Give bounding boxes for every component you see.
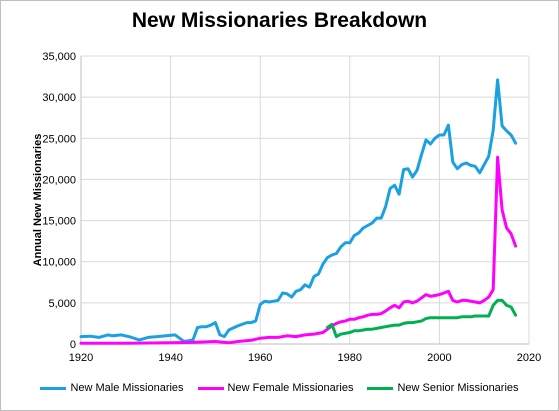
legend-label: New Female Missionaries	[227, 382, 354, 394]
axes: 0 5,000 10,000 15,000 20,000 25,000 30,000 35,0…	[42, 51, 541, 364]
y-tick-label: 30,000	[42, 92, 76, 104]
y-tick-label: 5,000	[48, 298, 76, 310]
legend-label: New Senior Missionaries	[397, 382, 519, 394]
x-tick-label: 1960	[248, 352, 272, 364]
legend: New Male Missionaries New Female Missiona…	[0, 378, 559, 398]
legend-swatch	[367, 386, 394, 390]
series-line-new-female-missionaries	[79, 155, 518, 345]
legend-item-new-female-missionaries: New Female Missionaries	[197, 382, 354, 394]
y-tick-label: 20,000	[42, 174, 76, 186]
x-tick-label: 2000	[427, 352, 451, 364]
x-tick-label: 1980	[338, 352, 362, 364]
y-tick-label: 25,000	[42, 133, 76, 145]
x-tick-label: 1920	[69, 352, 93, 364]
y-tick-label: 15,000	[42, 216, 76, 228]
legend-item-new-senior-missionaries: New Senior Missionaries	[367, 382, 519, 394]
legend-swatch	[197, 386, 224, 390]
chart-title: New Missionaries Breakdown	[131, 9, 428, 32]
x-tick-label: 1940	[158, 352, 182, 364]
x-tick-label: 2020	[517, 352, 541, 364]
y-tick-label: 10,000	[42, 257, 76, 269]
y-axis-label: Annual New Missionaries	[32, 134, 44, 267]
series-line-new-senior-missionaries	[325, 298, 518, 339]
y-tick-label: 35,000	[42, 51, 76, 63]
series-line-new-male-missionaries	[79, 78, 518, 343]
gridlines	[80, 55, 530, 345]
y-tick-label: 0	[70, 339, 76, 351]
series-lines	[79, 78, 518, 345]
legend-swatch	[40, 386, 67, 390]
legend-label: New Male Missionaries	[70, 382, 184, 394]
legend-item-new-male-missionaries: New Male Missionaries	[40, 382, 184, 394]
